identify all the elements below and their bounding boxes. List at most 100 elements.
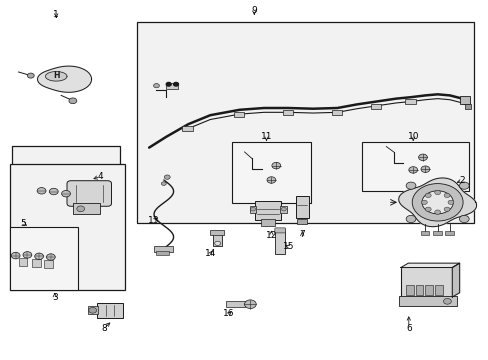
Text: 1: 1 [53, 10, 59, 19]
Circle shape [458, 182, 468, 189]
Bar [73, 203, 100, 214]
Text: 16: 16 [223, 309, 234, 318]
Bar [275, 229, 285, 254]
Text: 4: 4 [97, 172, 103, 181]
Circle shape [244, 300, 256, 309]
Bar [225, 301, 245, 307]
Text: 10: 10 [407, 132, 418, 141]
Bar [153, 246, 173, 252]
Circle shape [418, 154, 427, 161]
Circle shape [35, 253, 43, 260]
Bar [19, 258, 27, 266]
Bar [405, 285, 413, 295]
Circle shape [37, 188, 46, 194]
Polygon shape [451, 263, 459, 297]
Bar [254, 201, 281, 220]
Polygon shape [45, 72, 67, 81]
FancyBboxPatch shape [67, 181, 111, 206]
Bar [212, 232, 222, 246]
Text: 13: 13 [148, 216, 160, 225]
Circle shape [173, 82, 178, 86]
Circle shape [266, 177, 275, 183]
Circle shape [443, 193, 449, 198]
Bar [420, 231, 428, 235]
Bar [361, 142, 468, 191]
Circle shape [408, 167, 417, 173]
Text: 3: 3 [52, 292, 58, 302]
Bar [155, 251, 169, 255]
Circle shape [23, 252, 32, 258]
Circle shape [250, 207, 255, 211]
Bar [370, 104, 381, 109]
Circle shape [420, 166, 429, 172]
Circle shape [406, 215, 415, 222]
Bar [209, 230, 224, 235]
Circle shape [214, 241, 220, 246]
Text: 8: 8 [101, 324, 107, 333]
Bar [182, 126, 193, 131]
Text: 2: 2 [458, 176, 464, 185]
Circle shape [281, 207, 286, 211]
Circle shape [166, 82, 171, 86]
Circle shape [27, 73, 34, 78]
Text: 12: 12 [265, 231, 277, 240]
Bar [404, 99, 415, 104]
Bar [32, 259, 41, 267]
Circle shape [46, 254, 55, 260]
Bar [297, 219, 306, 224]
Polygon shape [38, 66, 91, 92]
Bar [88, 306, 98, 314]
Circle shape [434, 190, 440, 195]
Text: 5: 5 [20, 219, 26, 228]
Circle shape [271, 162, 280, 169]
Bar [137, 22, 473, 223]
Bar [96, 303, 123, 318]
Bar [398, 296, 456, 306]
Bar [260, 219, 275, 226]
Circle shape [421, 200, 427, 204]
Circle shape [425, 193, 430, 198]
Bar [425, 285, 432, 295]
Bar [166, 83, 178, 89]
Bar [44, 260, 53, 268]
Text: 9: 9 [251, 6, 257, 15]
FancyBboxPatch shape [274, 228, 285, 233]
Circle shape [153, 84, 159, 88]
Bar [295, 196, 308, 218]
Circle shape [443, 207, 449, 211]
Bar [400, 267, 451, 297]
Bar [444, 231, 453, 235]
Circle shape [458, 215, 468, 222]
Bar [415, 285, 423, 295]
Bar [233, 112, 244, 117]
Circle shape [49, 188, 58, 195]
Polygon shape [400, 263, 459, 267]
Circle shape [11, 252, 20, 259]
Circle shape [77, 206, 84, 212]
Circle shape [89, 307, 97, 313]
Circle shape [425, 207, 430, 211]
Bar [232, 142, 310, 203]
Bar [10, 164, 124, 290]
Polygon shape [398, 178, 476, 227]
Bar [282, 110, 293, 115]
Circle shape [406, 182, 415, 189]
Circle shape [447, 200, 453, 204]
Bar [10, 227, 78, 290]
Bar [280, 206, 287, 213]
Circle shape [434, 210, 440, 214]
Circle shape [443, 298, 450, 304]
Circle shape [421, 191, 452, 214]
Text: 6: 6 [405, 324, 411, 333]
Circle shape [69, 98, 77, 104]
Circle shape [411, 184, 462, 221]
Text: 15: 15 [282, 242, 294, 251]
Text: H: H [53, 71, 60, 80]
Bar [459, 96, 469, 104]
Bar [434, 285, 442, 295]
Text: 14: 14 [204, 249, 216, 258]
Circle shape [61, 190, 70, 197]
Bar [12, 146, 120, 232]
Bar [464, 104, 470, 109]
Text: 11: 11 [260, 132, 272, 141]
